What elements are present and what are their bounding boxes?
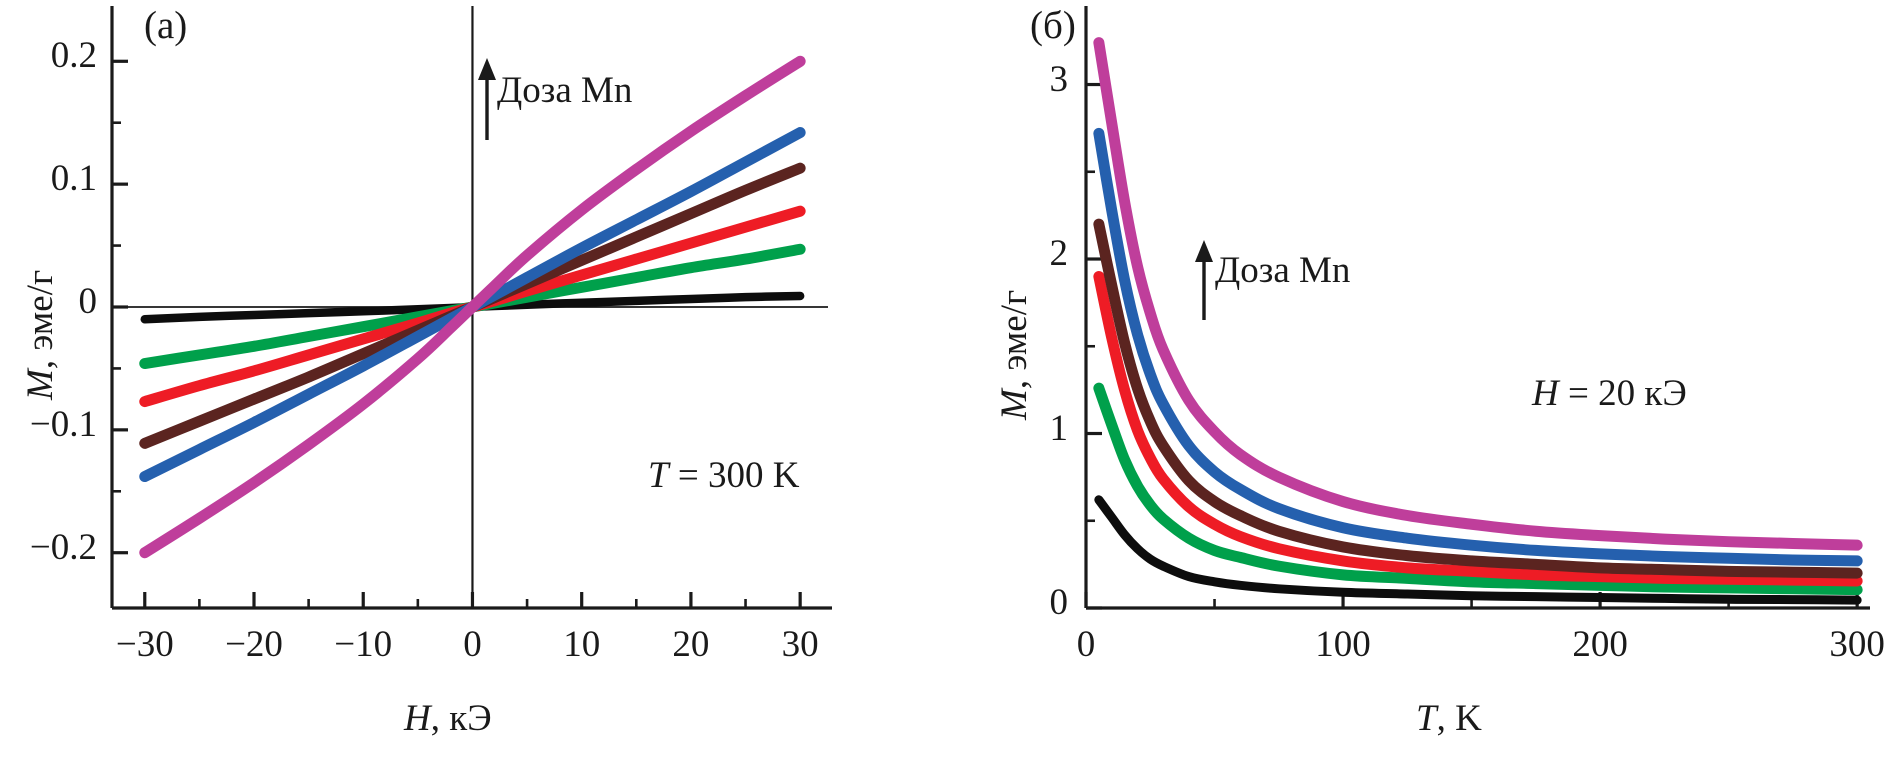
panel-b-condition-symbol: H: [1532, 373, 1559, 414]
curve-a-dose-6-magenta: [139, 55, 806, 559]
panel-a-x-axis-units: , кЭ: [430, 698, 492, 739]
panel-b-condition-annotation: H = 20 кЭ: [1532, 375, 1687, 412]
panel-a-condition-symbol: T: [648, 455, 669, 496]
panel-a-x-axis-title: H, кЭ: [404, 700, 492, 737]
panel-a-ytick-4: −0.2: [29, 526, 97, 568]
panel-a-xtick-1: −20: [225, 624, 283, 665]
panel-b-tag: (б): [1030, 4, 1076, 47]
panel-b-plot: [1084, 6, 1870, 610]
panel-a-tag: (a): [144, 4, 188, 47]
panel-b-x-axis-title: T, K: [1416, 700, 1482, 737]
panel-a-dose-arrow-icon: [478, 58, 496, 80]
panel-a-xtick-6: 30: [781, 624, 819, 665]
panel-a-xtick-2: −10: [334, 624, 393, 665]
panel-b-x-axis-units: , K: [1436, 698, 1482, 739]
panel-b-xtick-1: 100: [1315, 624, 1371, 665]
panel-b-dose-annotation: Доза Mn: [1215, 250, 1351, 291]
panel-a-y-axis-symbol: M: [20, 369, 61, 400]
panel-a-condition-value: = 300 K: [668, 455, 800, 496]
panel-b-condition-value: = 20 кЭ: [1558, 373, 1687, 414]
panel-b-xtick-3: 300: [1829, 624, 1885, 665]
curve-b-dose-3-red: [1093, 270, 1863, 587]
panel-a-dose-annotation: Доза Mn: [497, 70, 633, 111]
panel-b-ytick-1: 2: [1049, 233, 1069, 274]
panel-a-condition-annotation: T = 300 K: [648, 457, 799, 494]
panel-b-y-axis-units: , эме/г: [994, 289, 1035, 390]
panel-b-dose-arrow-icon: [1195, 240, 1213, 262]
panel-b-ytick-3: 0: [1049, 582, 1069, 623]
panel-b-xtick-0: 0: [1076, 624, 1096, 665]
panel-a-ytick-3: −0.1: [29, 403, 97, 445]
curve-b-dose-6-magenta: [1093, 37, 1863, 551]
panel-a-xtick-5: 20: [672, 624, 710, 665]
panel-a-xtick-0: −30: [115, 624, 174, 665]
panel-b-ytick-2: 1: [1049, 407, 1069, 449]
curve-b-dose-2-green: [1093, 382, 1863, 596]
panel-a-xtick-4: 10: [563, 624, 601, 665]
panel-b-x-axis-symbol: T: [1416, 698, 1437, 739]
curve-b-dose-5-blue: [1093, 127, 1863, 567]
panel-a-ytick-2: 0: [78, 281, 98, 322]
curve-b-dose-1-black: [1094, 495, 1862, 605]
panel-a-plot: [110, 6, 832, 610]
curve-b-dose-4-brown: [1093, 218, 1863, 579]
panel-a-x-axis-symbol: H: [404, 698, 431, 739]
panel-b-xtick-2: 200: [1572, 624, 1628, 665]
panel-b-ytick-0: 3: [1049, 58, 1069, 100]
panel-a-ytick-0: 0.2: [50, 35, 97, 77]
panel-a: (a) M, эме/г H, кЭ Доза Mn T = 300 K 0.2…: [0, 0, 900, 764]
panel-a-ytick-1: 0.1: [50, 158, 97, 200]
panel-a-xtick-3: 0: [463, 624, 482, 665]
panel-b-y-axis-title: M, эме/г: [994, 289, 1035, 420]
